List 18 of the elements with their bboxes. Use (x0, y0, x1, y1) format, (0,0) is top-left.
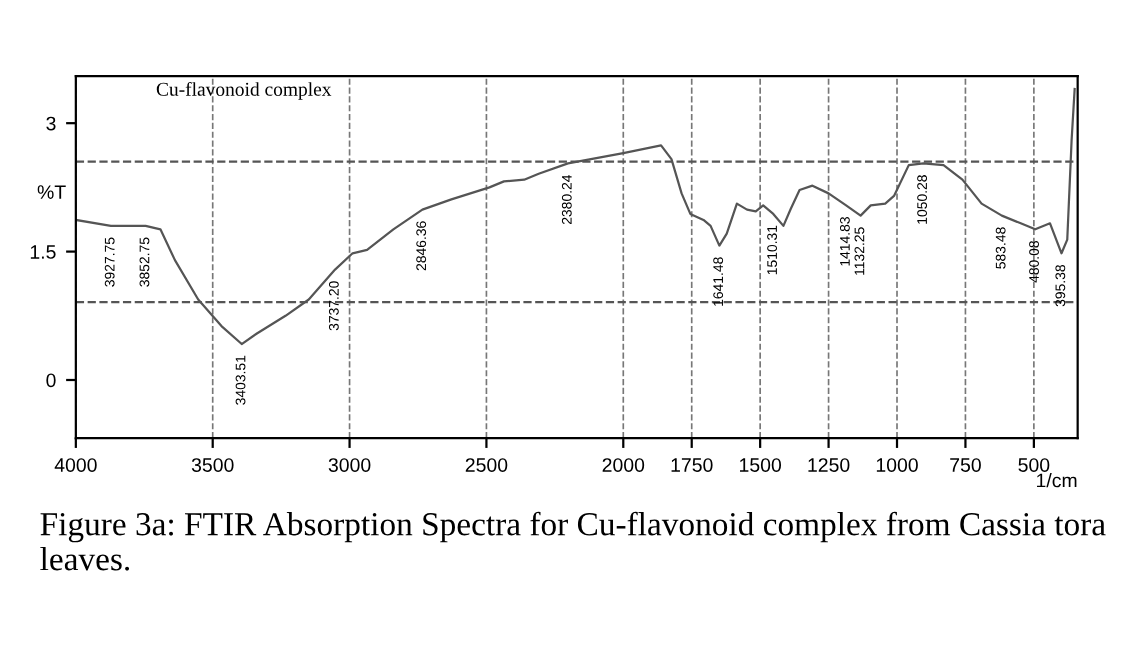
x-tick-label: 3500 (191, 458, 234, 472)
x-tick-label: 1000 (876, 458, 918, 472)
y-tick-label: 1.5 (30, 245, 56, 259)
x-tick-label: 1250 (808, 458, 850, 472)
y-tick-label: 0 (46, 373, 56, 388)
caption: Figure 3a: FTIR Absorption Spectra for Cu-flavonoid complex from Cassia tora leaves. (40, 511, 1106, 571)
x-tick-label: 4000 (54, 458, 97, 472)
x-tick-label: 2500 (465, 458, 508, 472)
y-tick-label: 3 (46, 116, 56, 131)
x-tick-label: 750 (950, 458, 981, 472)
chart-title: Cu-flavonoid complex (156, 81, 332, 100)
x-axis-title: 1/cm (1037, 473, 1077, 488)
y-axis-title: %T (37, 185, 66, 199)
x-tick-label: 1500 (740, 458, 782, 472)
x-tick-label: 3000 (328, 458, 371, 472)
x-tick-label: 500 (1018, 458, 1050, 472)
x-tick-label: 1750 (671, 458, 713, 472)
x-tick-label: 2000 (602, 458, 645, 472)
